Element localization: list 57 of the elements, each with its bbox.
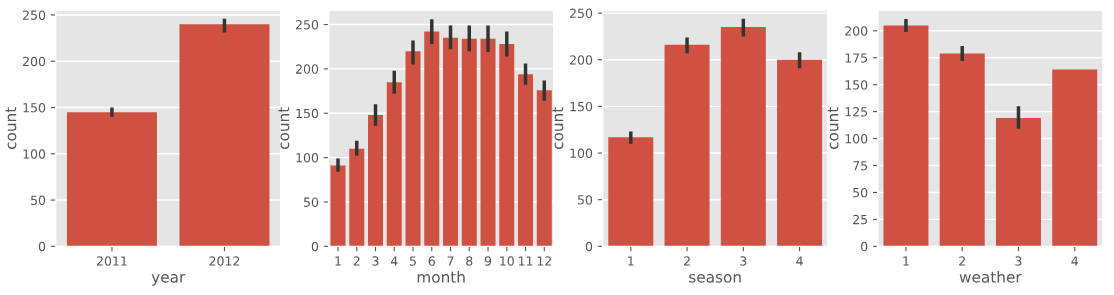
x-tick-label: 1 (628, 256, 634, 266)
x-tick-label: 10 (500, 256, 514, 266)
y-tick-label: 0 (585, 241, 593, 252)
x-axis-title: year (151, 273, 186, 286)
y-tick-label: 50 (303, 197, 319, 207)
x-tick-label: 9 (484, 256, 492, 266)
x-tick-label: 2 (959, 256, 965, 266)
x-tick-label: 3 (372, 256, 379, 266)
x-tick-label: 1 (335, 256, 341, 266)
y-axis-title: count (827, 107, 839, 150)
x-tick-label: 2011 (96, 256, 127, 266)
y-tick-label: 50 (853, 187, 868, 198)
x-tick-label: 3 (1015, 256, 1022, 266)
y-tick-label: 50 (578, 195, 593, 205)
y-tick-label: 0 (860, 241, 868, 252)
y-tick-label: 200 (845, 26, 868, 36)
y-tick-label: 0 (38, 241, 46, 252)
x-tick-label: 12 (537, 256, 551, 266)
y-tick-label: 150 (570, 101, 593, 112)
y-tick-label: 100 (845, 134, 868, 144)
y-tick-label: 150 (23, 102, 46, 113)
y-tick-label: 250 (570, 8, 593, 19)
y-tick-label: 100 (570, 148, 593, 158)
y-tick-label: 0 (311, 241, 319, 252)
y-tick-label: 200 (295, 64, 319, 74)
x-tick-label: 11 (518, 256, 533, 266)
y-axis-title: count (278, 107, 290, 150)
x-tick-label: 2 (684, 256, 690, 266)
y-tick-label: 250 (295, 19, 319, 30)
x-axis-title: month (417, 270, 465, 283)
y-tick-label: 125 (845, 107, 868, 117)
y-tick-label: 50 (31, 195, 46, 205)
x-tick-label: 4 (796, 256, 803, 266)
y-tick-label: 150 (296, 108, 319, 119)
x-tick-label: 5 (410, 256, 416, 266)
x-tick-label: 6 (428, 256, 435, 266)
x-tick-label: 7 (447, 256, 454, 266)
y-axis-title: count (552, 107, 564, 150)
y-tick-label: 100 (23, 149, 46, 159)
x-tick-label: 2012 (209, 256, 240, 266)
x-tick-label: 8 (466, 256, 473, 266)
y-tick-label: 150 (845, 80, 868, 90)
x-tick-label: 2 (353, 256, 360, 266)
x-axis-title: season (689, 273, 741, 283)
y-tick-label: 250 (23, 10, 46, 20)
x-axis-title: weather (959, 270, 1022, 283)
y-tick-label: 175 (845, 53, 868, 63)
y-tick-label: 200 (570, 55, 593, 65)
x-tick-label: 4 (390, 256, 398, 266)
y-tick-label: 200 (23, 56, 46, 67)
y-tick-label: 75 (853, 161, 868, 171)
y-tick-label: 100 (296, 153, 319, 163)
x-tick-label: 1 (903, 256, 909, 266)
x-tick-label: 3 (740, 256, 747, 266)
y-axis-title: count (5, 107, 17, 150)
y-tick-label: 25 (853, 214, 868, 225)
x-tick-label: 4 (1071, 256, 1079, 266)
